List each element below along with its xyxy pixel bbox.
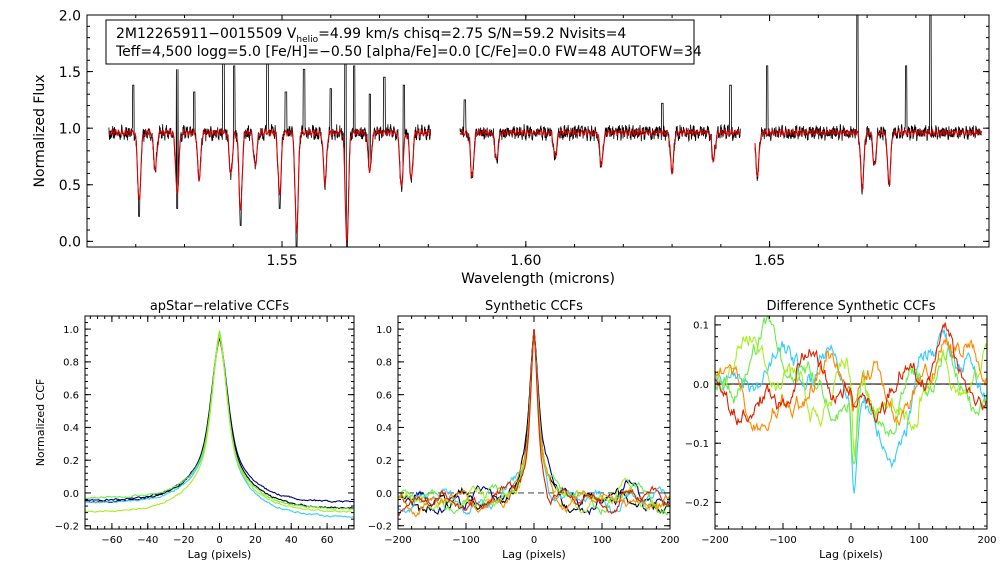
2-ytick-label: 0.0 bbox=[376, 489, 392, 500]
difference-ccf-plot-area bbox=[715, 316, 987, 494]
spectrum-plot-area bbox=[108, 15, 983, 247]
3-xtick-label: 100 bbox=[909, 535, 928, 546]
apstar-ccf-panel: −60 −40 −20 0 20 40 60 −0.2 0.0 0.2 0.4 0.6 0.8 1.0 La… bbox=[34, 299, 355, 561]
synthetic-ccf-series-visit6 bbox=[398, 329, 670, 518]
spectrum-observed-segment-1 bbox=[108, 31, 432, 247]
apstar-ccf-plot-area bbox=[85, 330, 354, 518]
annotation-frame bbox=[105, 19, 695, 65]
0-xtick-label: 1.60 bbox=[510, 253, 541, 269]
1-title: apStar−relative CCFs bbox=[150, 299, 290, 314]
1-ytick-label: 0.2 bbox=[63, 456, 79, 467]
0-xtick-label: 1.55 bbox=[266, 253, 297, 269]
1-xlabel: Lag (pixels) bbox=[188, 548, 252, 561]
2-xlabel: Lag (pixels) bbox=[502, 548, 566, 561]
1-xtick-label: −40 bbox=[137, 535, 158, 546]
2-xtick-label: 100 bbox=[592, 535, 611, 546]
apstar-ccf-series-visit4 bbox=[85, 330, 354, 511]
synthetic-ccf-series-visit7 bbox=[398, 329, 670, 517]
apstar-ccf-series-visit1 bbox=[85, 333, 354, 503]
1-ytick-label: 0.6 bbox=[63, 390, 79, 401]
2-ytick-label: 0.8 bbox=[376, 358, 392, 369]
0-ytick-label: 0.5 bbox=[59, 178, 81, 194]
3-ytick-label: −0.2 bbox=[685, 498, 709, 509]
0-ytick-label: 1.5 bbox=[59, 65, 81, 81]
2-ytick-label: 1.0 bbox=[376, 325, 392, 336]
3-xtick-label: −200 bbox=[701, 535, 728, 546]
1-xtick-label: 60 bbox=[321, 535, 334, 546]
apstar-ccf-series-visit2 bbox=[85, 337, 354, 510]
2-xtick-label: −200 bbox=[384, 535, 411, 546]
annotation-star-id: 2M12265911−0015509 V bbox=[116, 26, 297, 42]
2-xtick-label: 200 bbox=[660, 535, 679, 546]
3-ytick-label: 0.1 bbox=[693, 321, 709, 332]
0-ytick-label: 1.0 bbox=[59, 121, 81, 137]
1-ytick-label: 0.8 bbox=[63, 358, 79, 369]
annotation-stats: =4.99 km/s chisq=2.75 S/N=59.2 Nvisits=4 bbox=[318, 26, 626, 42]
2-xtick-label: 0 bbox=[531, 535, 537, 546]
0-xlabel: Wavelength (microns) bbox=[461, 271, 615, 287]
spectrum-observed-segment-3 bbox=[754, 15, 983, 195]
3-title: Difference Synthetic CCFs bbox=[766, 299, 935, 314]
annotation-subscript: helio bbox=[296, 35, 318, 45]
1-xtick-label: −60 bbox=[101, 535, 122, 546]
1-ytick-label: 1.0 bbox=[63, 325, 79, 336]
1-xtick-label: −20 bbox=[173, 535, 194, 546]
synthetic-ccf-series-visit5 bbox=[398, 333, 670, 514]
difference-ccf-series-visit4 bbox=[715, 316, 987, 465]
0-ytick-label: 0.0 bbox=[59, 235, 81, 251]
0-xtick-label: 1.65 bbox=[754, 253, 785, 269]
synthetic-ccf-series-visit1 bbox=[398, 329, 670, 516]
1-ylabel: Normalized CCF bbox=[34, 379, 47, 467]
1-ytick-label: 0.4 bbox=[63, 423, 79, 434]
3-xtick-label: −100 bbox=[769, 535, 796, 546]
synthetic-ccf-series-visit4 bbox=[398, 330, 670, 516]
difference-ccf-series-visit5 bbox=[715, 335, 987, 457]
apstar-ccf-series-visit5 bbox=[85, 333, 354, 514]
2-xtick-label: −100 bbox=[452, 535, 479, 546]
2-ytick-label: 0.4 bbox=[376, 423, 392, 434]
difference-ccf-series-visit7 bbox=[715, 322, 987, 426]
annotation-line2: Teff=4,500 logg=5.0 [Fe/H]=−0.50 [alpha/… bbox=[115, 44, 702, 60]
annotation-line1: 2M12265911−0015509 Vhelio=4.99 km/s chis… bbox=[116, 26, 626, 45]
1-xtick-label: 0 bbox=[216, 535, 222, 546]
3-xtick-label: 200 bbox=[977, 535, 996, 546]
2-ytick-label: 0.6 bbox=[376, 390, 392, 401]
difference-ccf-series-visit6 bbox=[715, 337, 987, 433]
apstar-ccf-series-visit3 bbox=[85, 332, 354, 518]
2-ytick-label: 0.2 bbox=[376, 456, 392, 467]
spectrum-model-segment-2 bbox=[459, 127, 741, 178]
synthetic-ccf-plot-area bbox=[398, 329, 670, 518]
spectrum-model-segment-1 bbox=[108, 127, 432, 243]
3-ytick-label: −0.1 bbox=[685, 439, 709, 450]
spectrum-annotation-box: 2M12265911−0015509 Vhelio=4.99 km/s chis… bbox=[105, 19, 702, 65]
difference-ccf-panel: −200 −100 0 100 200 −0.2 −0.1 0.0 0.1 Lag (pixels… bbox=[685, 299, 997, 561]
1-ytick-label: −0.2 bbox=[55, 522, 79, 533]
2-ytick-label: −0.2 bbox=[368, 522, 392, 533]
synthetic-ccf-series-visit3 bbox=[398, 332, 670, 516]
2-title: Synthetic CCFs bbox=[485, 299, 583, 314]
3-xlabel: Lag (pixels) bbox=[819, 548, 883, 561]
3-xtick-label: 0 bbox=[848, 535, 854, 546]
0-ylabel: Normalized Flux bbox=[32, 75, 48, 188]
0-frame bbox=[86, 14, 990, 248]
3-ytick-label: 0.0 bbox=[693, 380, 709, 391]
1-xtick-label: 20 bbox=[249, 535, 262, 546]
1-xtick-label: 40 bbox=[285, 535, 298, 546]
spectrum-panel: 1.55 1.60 1.65 0.0 0.5 1.0 1.5 2.0 Wavelength (m… bbox=[32, 8, 990, 287]
1-ytick-label: 0.0 bbox=[63, 489, 79, 500]
0-ytick-label: 2.0 bbox=[59, 8, 81, 24]
synthetic-ccf-panel: −200 −100 0 100 200 −0.2 0.0 0.2 0.4 0.6 0.8 1.0 Lag… bbox=[368, 299, 680, 561]
spectrum-model-segment-3 bbox=[754, 127, 983, 191]
